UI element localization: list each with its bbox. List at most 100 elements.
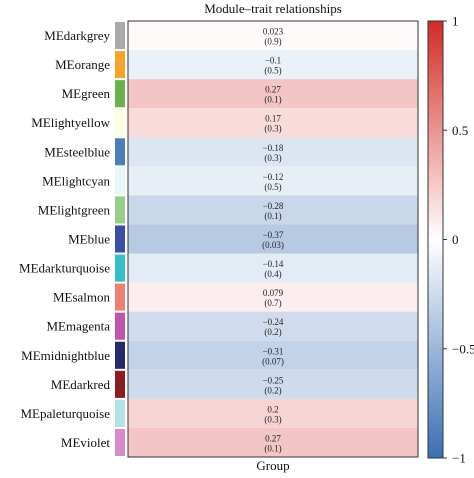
heatmap-cell — [128, 224, 418, 254]
module-label: MEdarkgrey — [44, 28, 110, 43]
module-color-swatch — [115, 312, 125, 340]
p-value: (0.1) — [264, 443, 281, 453]
heatmap-cell — [128, 50, 418, 80]
heatmap-cell — [128, 369, 418, 399]
correlation-value: −0.12 — [263, 172, 284, 182]
heatmap-row: MEpaleturquoise 0.2(0.3) — [20, 398, 418, 428]
module-label: MEmagenta — [46, 319, 110, 334]
heatmap-border — [127, 20, 419, 458]
heatmap-row: MElightcyan −0.12(0.5) — [42, 166, 418, 196]
p-value: (0.3) — [264, 414, 281, 424]
correlation-value: −0.28 — [263, 201, 284, 211]
module-color-swatch — [115, 196, 125, 224]
heatmap-row: MEdarkturquoise −0.14(0.4) — [19, 253, 418, 283]
heatmap-row: MEdarkred −0.25(0.2) — [51, 369, 418, 399]
colorbar-tick-label: 0.5 — [452, 123, 468, 138]
heatmap-cell — [128, 340, 418, 370]
p-value: (0.1) — [264, 211, 281, 221]
module-color-swatch — [115, 341, 125, 369]
correlation-value: 0.023 — [263, 27, 284, 37]
heatmap-cell — [128, 398, 418, 428]
module-label: MEorange — [55, 57, 110, 72]
heatmap-row: MEdarkgrey 0.023(0.9) — [44, 21, 418, 51]
colorbar-tick-label: 1 — [452, 14, 459, 29]
module-label: MEpaleturquoise — [20, 406, 110, 421]
p-value: (0.7) — [264, 298, 281, 308]
module-label: MElightyellow — [31, 115, 110, 130]
x-axis-label: Group — [256, 458, 290, 473]
module-color-swatch — [115, 428, 125, 456]
heatmap-row: MElightyellow 0.17(0.3) — [31, 108, 418, 138]
module-color-swatch — [115, 80, 125, 108]
heatmap-row: MEorange −0.1(0.5) — [55, 50, 418, 80]
p-value: (0.5) — [264, 182, 281, 192]
heatmap-row: MEgreen 0.27(0.1) — [62, 79, 418, 109]
heatmap-cell — [128, 79, 418, 109]
module-color-swatch — [115, 254, 125, 282]
correlation-value: −0.14 — [263, 259, 284, 269]
heatmap-cell — [128, 195, 418, 225]
correlation-value: 0.27 — [265, 433, 281, 443]
heatmap-row: MEmidnightblue −0.31(0.07) — [21, 340, 418, 370]
heatmap-row: MEblue −0.37(0.03) — [68, 224, 418, 254]
p-value: (0.3) — [264, 124, 281, 134]
correlation-value: 0.2 — [267, 404, 278, 414]
correlation-value: 0.27 — [265, 85, 281, 95]
p-value: (0.4) — [264, 269, 281, 279]
heatmap-row: MEsalmon 0.079(0.7) — [53, 282, 418, 312]
correlation-value: −0.25 — [263, 375, 284, 385]
module-color-swatch — [115, 167, 125, 195]
heatmap-cell — [128, 108, 418, 138]
heatmap-cell — [128, 311, 418, 341]
heatmap-row: MEmagenta −0.24(0.2) — [46, 311, 418, 341]
heatmap-cell — [128, 137, 418, 167]
p-value: (0.1) — [264, 95, 281, 105]
heatmap-rows: MEdarkgrey 0.023(0.9)MEorange −0.1(0.5)MEg… — [19, 21, 418, 457]
module-color-swatch — [115, 283, 125, 311]
module-color-swatch — [115, 138, 125, 166]
correlation-value: −0.37 — [263, 230, 284, 240]
colorbar-gradient — [427, 20, 444, 459]
module-label: MEgreen — [62, 86, 111, 101]
colorbar-tick-label: 0 — [452, 232, 459, 247]
heatmap-cell — [128, 282, 418, 312]
module-label: MEviolet — [61, 435, 110, 450]
module-color-swatch — [115, 22, 125, 50]
module-label: MEmidnightblue — [21, 348, 110, 363]
colorbar: 1 0.5 0 −0.5 −1 — [427, 14, 474, 466]
correlation-value: −0.24 — [263, 317, 284, 327]
module-label: MEsteelblue — [44, 144, 110, 159]
module-color-swatch — [115, 370, 125, 398]
module-label: MEdarkred — [51, 377, 111, 392]
module-label: MEblue — [68, 232, 110, 247]
p-value: (0.3) — [264, 153, 281, 163]
correlation-value: −0.18 — [263, 143, 284, 153]
colorbar-tick-label: −0.5 — [452, 341, 474, 356]
p-value: (0.03) — [262, 240, 284, 250]
module-label: MElightcyan — [42, 173, 110, 188]
p-value: (0.5) — [264, 66, 281, 76]
chart-title: Module–trait relationships — [204, 1, 342, 16]
correlation-value: 0.079 — [263, 288, 284, 298]
heatmap-cell — [128, 253, 418, 283]
heatmap-row: MEviolet 0.27(0.1) — [61, 427, 418, 457]
module-color-swatch — [115, 51, 125, 79]
heatmap-cell — [128, 21, 418, 51]
p-value: (0.07) — [262, 356, 284, 366]
module-color-swatch — [115, 225, 125, 253]
heatmap-row: MElightgreen −0.28(0.1) — [38, 195, 418, 225]
module-label: MElightgreen — [38, 202, 111, 217]
correlation-value: −0.31 — [263, 346, 284, 356]
colorbar-tick-label: −1 — [452, 451, 466, 466]
heatmap-row: MEsteelblue −0.18(0.3) — [44, 137, 418, 167]
heatmap-cell — [128, 166, 418, 196]
heatmap-cell — [128, 427, 418, 457]
p-value: (0.9) — [264, 37, 281, 47]
module-label: MEdarkturquoise — [19, 261, 110, 276]
p-value: (0.2) — [264, 327, 281, 337]
p-value: (0.2) — [264, 385, 281, 395]
correlation-value: −0.1 — [265, 56, 281, 66]
module-label: MEsalmon — [53, 290, 111, 305]
correlation-value: 0.17 — [265, 114, 281, 124]
